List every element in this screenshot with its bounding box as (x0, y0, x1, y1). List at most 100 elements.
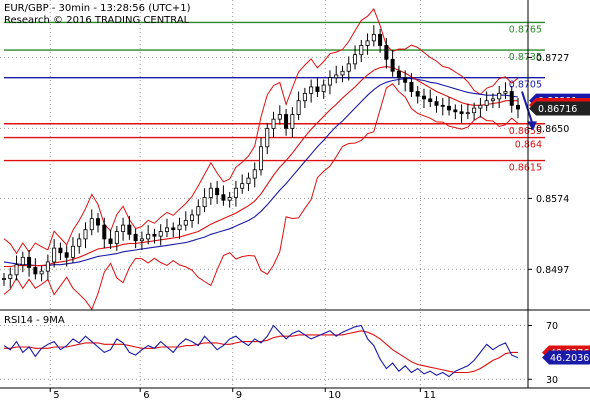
x-tick-label: 11 (423, 390, 436, 400)
candle-body (2, 278, 7, 280)
candle-body (177, 224, 182, 231)
candle-body (208, 187, 213, 198)
candle-body (77, 238, 82, 247)
candle-body (240, 183, 245, 189)
candle-body (258, 146, 263, 171)
main-y-ticks: 0.8727 0.8650 0.8574 0.8497 (528, 53, 569, 276)
candle-body (290, 114, 295, 129)
candle-body (215, 187, 220, 196)
x-tick-label: 6 (143, 390, 149, 400)
candle-body (108, 238, 113, 244)
candle-body (315, 86, 320, 92)
candle-body (102, 224, 107, 240)
candle-body (490, 98, 495, 102)
candle-body (309, 86, 314, 94)
candle-body (409, 81, 414, 92)
candle-body (371, 34, 376, 42)
candle-body (497, 92, 502, 100)
main-grid (0, 0, 528, 388)
ma-short-line (4, 66, 518, 268)
candle-body (190, 214, 195, 221)
candle-body (403, 77, 408, 83)
candle-body (509, 91, 514, 106)
candle-body (453, 109, 458, 113)
ma-long-line (3, 78, 519, 267)
candle-body (52, 247, 57, 263)
candle-body (271, 118, 276, 129)
candle-body (14, 264, 19, 276)
candle-body (277, 114, 282, 120)
rsi-badge-label: 46.2036 (550, 353, 589, 364)
candle-body (171, 227, 176, 231)
candle-body (503, 91, 508, 94)
candle-body (58, 247, 63, 254)
candle-body (365, 40, 370, 46)
rsi-badge-bg (542, 350, 590, 365)
price-badge-label: 0.86716 (538, 104, 577, 115)
rsi-y-tick-label: 30 (546, 375, 558, 386)
price-series (2, 8, 521, 311)
x-tick-label: 10 (328, 390, 341, 400)
candle-body (121, 224, 126, 232)
price-badge-bg (529, 101, 590, 116)
candle-body (459, 111, 464, 115)
candle-body (146, 233, 151, 240)
rsi-ma-line (4, 330, 518, 374)
candle-body (415, 91, 420, 97)
candle-body (327, 77, 332, 86)
upper-band-line (3, 8, 519, 255)
candle-body (465, 112, 470, 115)
candle-body (440, 104, 445, 107)
candle-body (202, 197, 207, 208)
chart-title: EUR/GBP - 30min - 13:28:56 (UTC+1) (4, 3, 191, 14)
level-label: 0.8615 (509, 163, 542, 174)
candle-body (384, 45, 389, 60)
candle-body (353, 54, 358, 65)
price-badge: 0.86716 (529, 101, 590, 116)
candle-body (340, 70, 345, 76)
level-label: 0.8735 (509, 52, 542, 63)
candle-body (321, 84, 326, 92)
candle-body (246, 177, 251, 185)
candle-body (284, 114, 289, 129)
candle-body (233, 187, 238, 198)
rsi-y-tick-label: 70 (546, 321, 558, 332)
candle-body (8, 274, 13, 279)
candle-body (252, 169, 257, 179)
candle-body (227, 197, 232, 201)
rsi-y-ticks: 70 30 (528, 321, 558, 386)
main-y-tick-label: 0.8727 (536, 53, 569, 64)
x-tick-label: 5 (53, 390, 59, 400)
candle-body (478, 104, 483, 109)
candle-body (133, 233, 138, 242)
forecast-arrow-shaft (521, 91, 533, 123)
candle-body (428, 98, 433, 103)
candle-body (434, 101, 439, 106)
candle-body (152, 233, 157, 237)
candle-body (447, 105, 452, 111)
candle-body (89, 218, 94, 231)
rsi-series (3, 324, 519, 378)
candle-body (265, 127, 270, 148)
level-label: 0.8655 (509, 126, 542, 137)
candle-body (70, 245, 75, 258)
candle-body (39, 270, 44, 275)
forecast-arrow-head (527, 121, 537, 131)
candle-body (114, 231, 119, 244)
candle-body (20, 256, 25, 266)
candle-body (516, 104, 521, 110)
rsi-title: RSI14 - 9MA (4, 315, 65, 326)
rsi-line (3, 324, 519, 378)
candle-body (158, 231, 163, 237)
candle-body (334, 74, 339, 79)
candle-body (183, 220, 188, 226)
x-ticks: 5 6 9 10 11 (49, 388, 436, 401)
candle-body (378, 34, 383, 46)
main-y-tick-label: 0.8497 (536, 265, 569, 276)
x-tick-label: 9 (236, 390, 242, 400)
main-y-tick-label: 0.8574 (536, 194, 569, 205)
